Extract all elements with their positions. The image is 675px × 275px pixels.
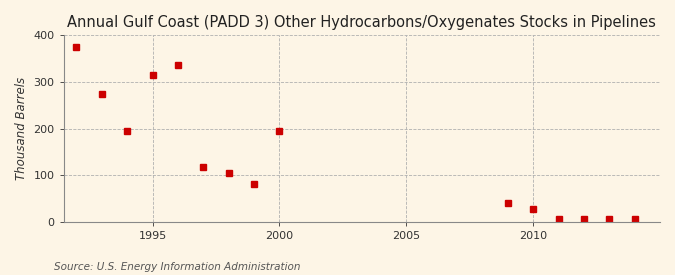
Text: Source: U.S. Energy Information Administration: Source: U.S. Energy Information Administ… xyxy=(54,262,300,272)
Title: Annual Gulf Coast (PADD 3) Other Hydrocarbons/Oxygenates Stocks in Pipelines: Annual Gulf Coast (PADD 3) Other Hydroca… xyxy=(68,15,656,30)
Y-axis label: Thousand Barrels: Thousand Barrels xyxy=(15,77,28,180)
